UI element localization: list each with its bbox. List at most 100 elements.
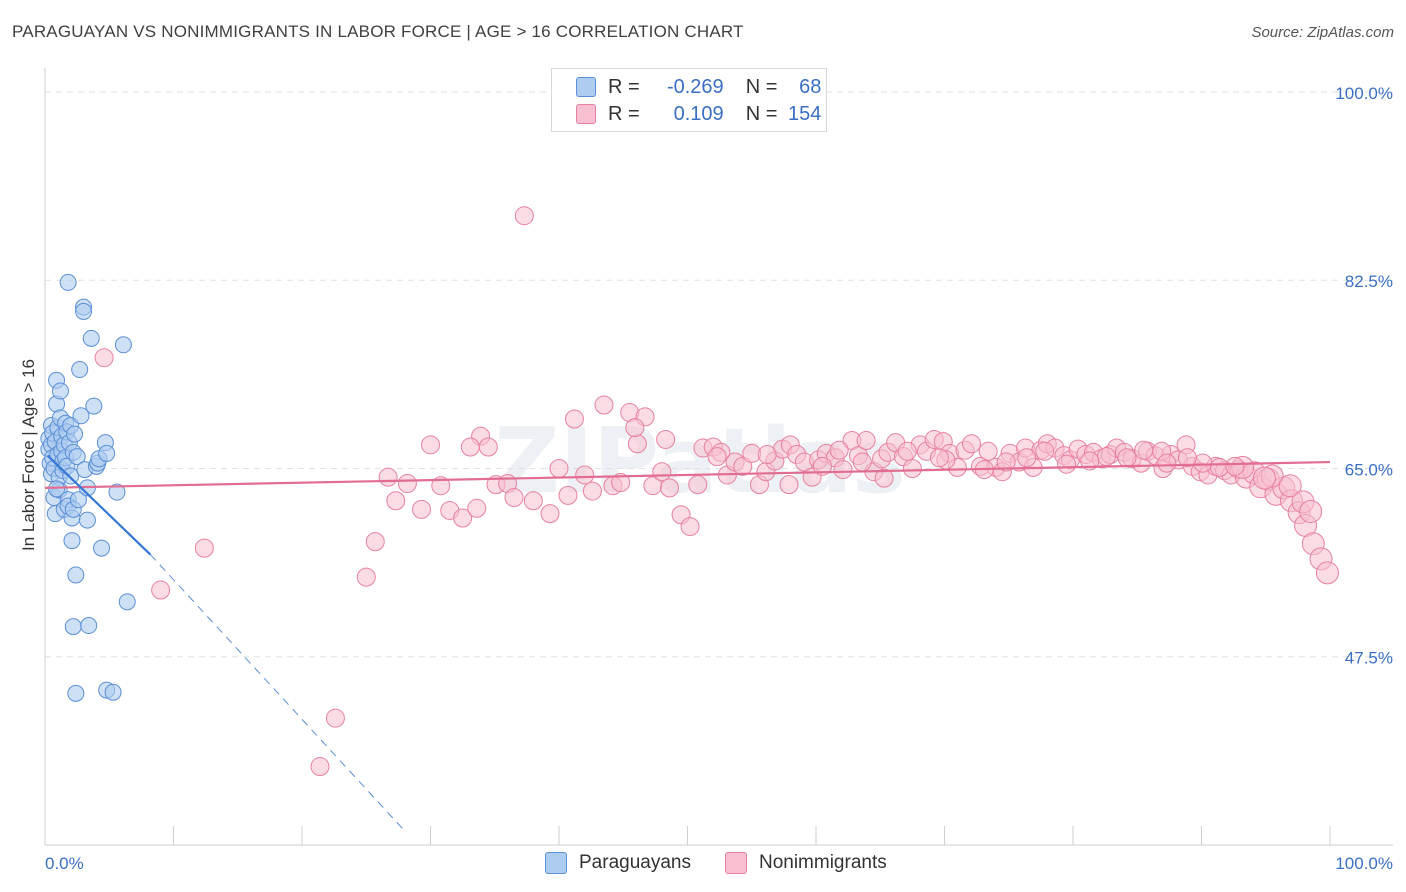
nonimmigrants-point (1299, 500, 1323, 524)
nonimmigrants-point (194, 538, 214, 558)
r-value: -0.269 (666, 75, 724, 98)
nonimmigrants-point (1117, 448, 1137, 468)
y-tick-label: 100.0% (1335, 84, 1393, 103)
paraguayans-point (82, 329, 100, 347)
nonimmigrants-point (652, 462, 672, 482)
nonimmigrants-point (874, 468, 894, 488)
nonimmigrants-point (1252, 466, 1276, 490)
nonimmigrants-point (656, 429, 676, 449)
nonimmigrants-point (1057, 454, 1077, 474)
nonimmigrants-point (431, 476, 451, 496)
nonimmigrants-point (611, 472, 631, 492)
nonimmigrants-point (523, 491, 543, 511)
paraguayans-point (80, 617, 98, 635)
paraguayans-point (93, 539, 111, 557)
nonimmigrants-point (707, 447, 727, 467)
paraguayans-point (51, 382, 69, 400)
nonimmigrants-point (833, 460, 853, 480)
nonimmigrants-point (1177, 448, 1197, 468)
nonimmigrants-point (504, 488, 524, 508)
paraguayans-point (66, 425, 84, 443)
legend-item-paraguayans[interactable]: Paraguayans (545, 852, 691, 874)
legend-row-paraguayans: R = -0.269 N = 68 (576, 74, 821, 100)
nonimmigrants-point (151, 580, 171, 600)
paraguayans-point (72, 407, 90, 425)
legend-swatch-blue (576, 77, 596, 97)
legend-swatch-blue (545, 852, 567, 874)
legend-swatch-pink (724, 852, 747, 874)
paraguayans-point (104, 683, 122, 701)
nonimmigrants-point (1035, 441, 1055, 461)
legend-row-nonimmigrants: R = 0.109 N = 154 (576, 101, 821, 127)
legend-label-nonimmigrants: Nonimmigrants (758, 852, 887, 873)
paraguayans-point (75, 302, 93, 320)
nonimmigrants-point (978, 441, 998, 461)
nonimmigrants-point (829, 440, 849, 460)
nonimmigrants-point (310, 756, 330, 776)
paraguayans-point (69, 491, 87, 509)
paraguayans-point (62, 467, 80, 485)
nonimmigrants-point (514, 206, 534, 226)
nonimmigrants-point (680, 517, 700, 537)
nonimmigrants-point (478, 437, 498, 457)
nonimmigrants-point (582, 481, 602, 501)
paraguayans-point (98, 444, 116, 462)
nonimmigrants-point (467, 498, 487, 518)
nonimmigrants-point (453, 508, 473, 528)
paraguayans-points (40, 273, 136, 702)
nonimmigrants-point (1157, 453, 1177, 473)
nonimmigrants-point (356, 567, 376, 587)
r-value: 0.109 (673, 102, 724, 125)
nonimmigrants-point (779, 475, 799, 495)
legend-item-nonimmigrants[interactable]: Nonimmigrants (724, 852, 887, 874)
n-label: N = (745, 102, 778, 125)
paraguayans-point (114, 336, 132, 354)
nonimmigrants-point (397, 474, 417, 494)
nonimmigrants-point (564, 409, 584, 429)
nonimmigrants-point (1278, 474, 1302, 498)
y-tick-label: 65.0% (1345, 460, 1393, 479)
nonimmigrants-point (625, 418, 645, 438)
paraguayans-point (68, 448, 86, 466)
nonimmigrants-point (575, 465, 595, 485)
nonimmigrants-point (540, 504, 560, 524)
nonimmigrants-points (94, 206, 1339, 776)
r-label: R = (608, 75, 640, 98)
paraguayans-point (118, 593, 136, 611)
paraguayans-point (85, 397, 103, 415)
nonimmigrants-point (856, 431, 876, 451)
legend-label-paraguayans: Paraguayans (579, 852, 691, 873)
nonimmigrants-point (1017, 448, 1037, 468)
paraguayans-trendline (46, 454, 152, 556)
nonimmigrants-trendline (44, 460, 1331, 489)
paraguayans-point (67, 566, 85, 584)
x-tick-label: 0.0% (45, 854, 84, 873)
nonimmigrants-point (757, 445, 777, 465)
nonimmigrants-point (594, 395, 614, 415)
n-value: 68 (799, 75, 822, 98)
nonimmigrants-point (558, 485, 578, 505)
r-label: R = (608, 102, 640, 125)
paraguayans-trendline-extension (150, 554, 406, 832)
nonimmigrants-point (1080, 451, 1100, 471)
y-axis-label: In Labor Force | Age > 16 (19, 359, 38, 551)
nonimmigrants-point (94, 348, 114, 368)
nonimmigrants-point (412, 499, 432, 519)
nonimmigrants-point (1225, 456, 1245, 476)
x-tick-labels: 0.0% 100.0% (45, 854, 1393, 873)
paraguayans-point (108, 483, 126, 501)
nonimmigrants-point (421, 435, 440, 455)
gridlines (45, 91, 1393, 658)
nonimmigrants-point (460, 437, 480, 457)
nonimmigrants-point (688, 475, 708, 495)
series-legend: Paraguayans Nonimmigrants (545, 852, 921, 874)
y-tick-label: 47.5% (1345, 649, 1393, 668)
n-label: N = (745, 75, 778, 98)
nonimmigrants-point (325, 708, 345, 728)
nonimmigrants-point (852, 452, 872, 472)
nonimmigrants-point (1134, 440, 1154, 460)
nonimmigrants-point (961, 434, 981, 454)
paraguayans-point (59, 273, 77, 291)
correlation-legend: R = -0.269 N = 68 R = 0.109 N = 154 (551, 68, 827, 132)
nonimmigrants-point (897, 441, 917, 461)
